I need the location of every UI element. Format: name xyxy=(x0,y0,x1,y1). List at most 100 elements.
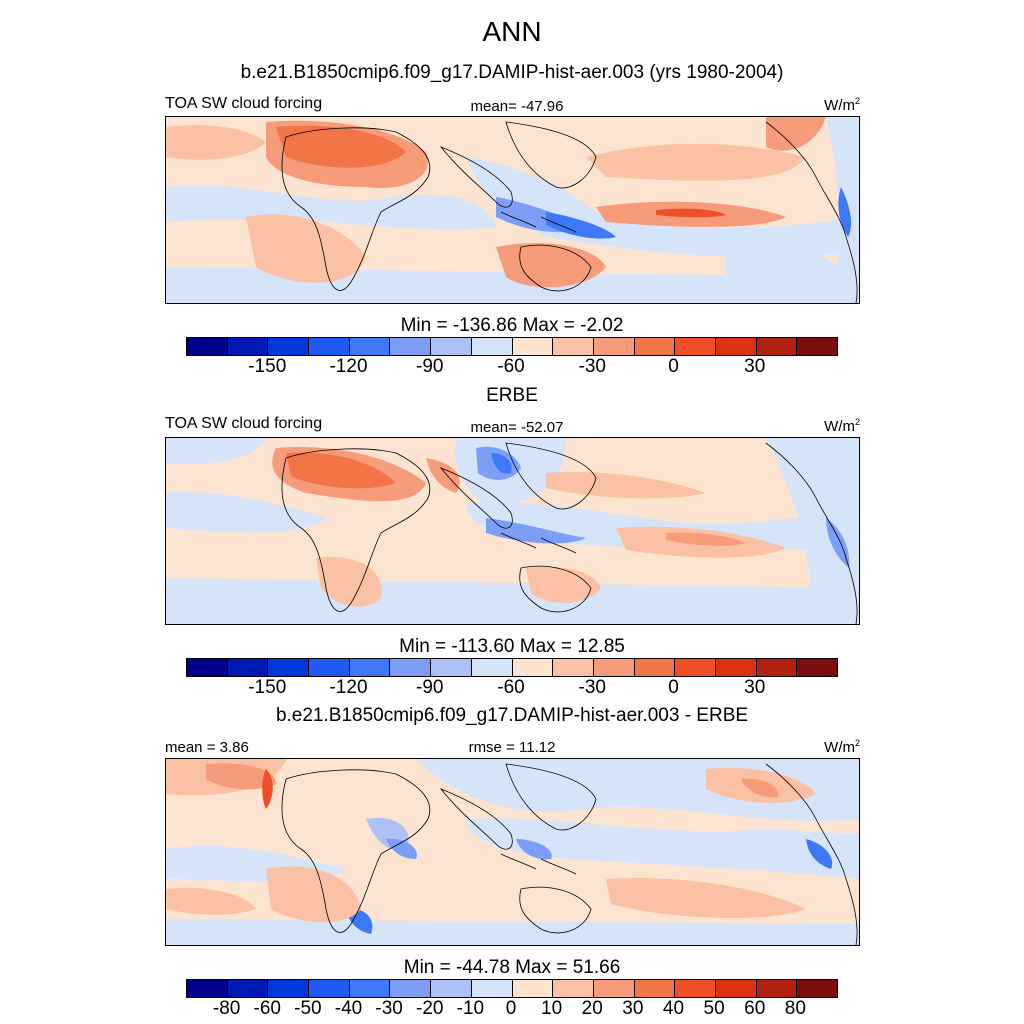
colorbar-tick-label: -90 xyxy=(416,356,444,377)
colorbar-swatch xyxy=(471,659,513,676)
figure-title: ANN xyxy=(482,16,542,47)
colorbar-swatch xyxy=(309,659,350,676)
panel2-units: W/m2 xyxy=(824,417,860,435)
colorbar-swatch xyxy=(797,659,837,676)
panel1-colorbar xyxy=(186,337,838,356)
colorbar-tick-label: 40 xyxy=(662,998,685,1019)
colorbar-swatch xyxy=(431,338,472,355)
panel2-minmax: Min = -113.60 Max = 12.85 xyxy=(399,636,625,657)
colorbar-swatch xyxy=(471,338,513,355)
colorbar-tick-label: 50 xyxy=(703,998,725,1019)
colorbar-swatch xyxy=(715,338,757,355)
colorbar-swatch xyxy=(390,659,432,676)
panel1-map xyxy=(165,116,860,304)
panel3-colorbar-ticks: -80 -60 -50 -40 -30 -20 -10 0 10 20 30 40 50 60 80 xyxy=(186,998,836,1022)
colorbar-swatch xyxy=(756,338,798,355)
colorbar-swatch xyxy=(715,980,757,997)
colorbar-tick-label: 30 xyxy=(622,998,644,1019)
colorbar-swatch xyxy=(756,659,798,676)
colorbar-tick-label: 0 xyxy=(505,998,517,1019)
colorbar-swatch xyxy=(756,980,798,997)
panel1-minmax: Min = -136.86 Max = -2.02 xyxy=(400,315,624,336)
colorbar-tick-label: -40 xyxy=(334,998,363,1019)
colorbar-swatch xyxy=(471,980,513,997)
panel2-left-label: TOA SW cloud forcing xyxy=(165,415,323,432)
colorbar-swatch xyxy=(797,980,837,997)
colorbar-swatch xyxy=(797,338,837,355)
colorbar-swatch xyxy=(634,980,676,997)
colorbar-swatch xyxy=(512,338,554,355)
colorbar-swatch xyxy=(268,659,310,676)
colorbar-swatch xyxy=(634,338,676,355)
colorbar-swatch xyxy=(349,338,391,355)
panel2-colorbar xyxy=(186,658,838,677)
colorbar-swatch xyxy=(553,338,594,355)
panel1-colorbar-ticks: -150 -120 -90 -60 -30 0 30 xyxy=(186,356,836,380)
colorbar-tick-label: -60 xyxy=(253,998,281,1019)
colorbar-swatch xyxy=(553,980,594,997)
colorbar-swatch xyxy=(309,338,350,355)
colorbar-swatch xyxy=(349,980,391,997)
colorbar-swatch xyxy=(634,659,676,676)
colorbar-swatch xyxy=(675,659,716,676)
panel2-map xyxy=(165,437,860,625)
colorbar-swatch xyxy=(715,659,757,676)
colorbar-swatch xyxy=(431,980,472,997)
colorbar-tick-label: -120 xyxy=(329,677,368,698)
colorbar-swatch xyxy=(268,980,310,997)
panel1-header: b.e21.B1850cmip6.f09_g17.DAMIP-hist-aer.… xyxy=(240,62,784,83)
colorbar-swatch xyxy=(675,980,716,997)
colorbar-swatch xyxy=(593,980,635,997)
panel3-units: W/m2 xyxy=(824,738,860,756)
colorbar-tick-label: -50 xyxy=(294,998,322,1019)
colorbar-swatch xyxy=(512,980,554,997)
colorbar-tick-label: -60 xyxy=(497,356,525,377)
colorbar-tick-label: 30 xyxy=(744,356,766,377)
panel1-units: W/m2 xyxy=(824,96,860,114)
panel1-mean-label: mean= -47.96 xyxy=(470,98,564,115)
colorbar-swatch xyxy=(675,338,716,355)
colorbar-tick-label: -60 xyxy=(497,677,525,698)
colorbar-swatch xyxy=(227,659,269,676)
colorbar-swatch xyxy=(553,659,594,676)
colorbar-swatch xyxy=(227,980,269,997)
colorbar-tick-label: 10 xyxy=(541,998,563,1019)
panel3-minmax: Min = -44.78 Max = 51.66 xyxy=(403,957,621,978)
panel3-mean-label: mean = 3.86 xyxy=(165,739,249,756)
colorbar-swatch xyxy=(268,338,310,355)
colorbar-tick-label: -120 xyxy=(329,356,368,377)
colorbar-tick-label: -20 xyxy=(416,998,444,1019)
colorbar-swatch xyxy=(187,338,228,355)
colorbar-tick-label: 60 xyxy=(744,998,766,1019)
panel1-left-label: TOA SW cloud forcing xyxy=(165,95,323,112)
colorbar-tick-label: -90 xyxy=(416,677,444,698)
colorbar-tick-label: -30 xyxy=(578,356,606,377)
colorbar-swatch xyxy=(431,659,472,676)
panel3-header: b.e21.B1850cmip6.f09_g17.DAMIP-hist-aer.… xyxy=(275,705,749,726)
colorbar-tick-label: 0 xyxy=(668,677,679,698)
panel3-rmse-label: rmse = 11.12 xyxy=(468,739,556,756)
colorbar-tick-label: 0 xyxy=(668,356,679,377)
colorbar-swatch xyxy=(349,659,391,676)
colorbar-swatch xyxy=(187,980,228,997)
colorbar-swatch xyxy=(512,659,554,676)
colorbar-tick-label: -30 xyxy=(578,677,606,698)
colorbar-tick-label: -10 xyxy=(456,998,485,1019)
colorbar-tick-label: -80 xyxy=(212,998,241,1019)
colorbar-tick-label: 80 xyxy=(784,998,806,1019)
colorbar-tick-label: -150 xyxy=(248,677,287,698)
colorbar-swatch xyxy=(227,338,269,355)
colorbar-swatch xyxy=(593,659,635,676)
colorbar-tick-label: -30 xyxy=(375,998,403,1019)
colorbar-tick-label: -150 xyxy=(248,356,287,377)
colorbar-swatch xyxy=(309,980,350,997)
colorbar-swatch xyxy=(390,338,432,355)
panel2-colorbar-ticks: -150 -120 -90 -60 -30 0 30 xyxy=(186,677,836,701)
panel3-map xyxy=(165,758,860,946)
colorbar-swatch xyxy=(593,338,635,355)
panel2-header: ERBE xyxy=(486,385,538,406)
colorbar-swatch xyxy=(187,659,228,676)
colorbar-swatch xyxy=(390,980,432,997)
panel2-mean-label: mean= -52.07 xyxy=(470,419,564,436)
colorbar-tick-label: 20 xyxy=(581,998,603,1019)
